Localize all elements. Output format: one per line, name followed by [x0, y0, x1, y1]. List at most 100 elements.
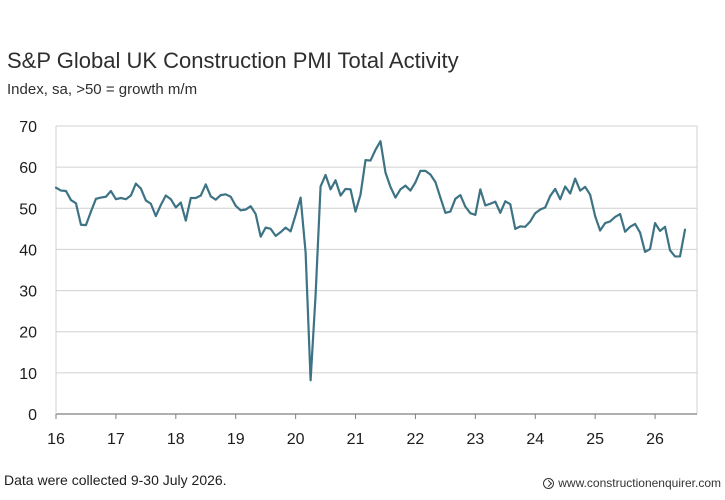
data-point: [639, 231, 641, 234]
data-point: [649, 248, 651, 250]
link-icon: [543, 477, 555, 489]
series-line: [54, 140, 687, 382]
data-point: [115, 198, 117, 201]
data-point: [319, 185, 322, 188]
data-point: [164, 194, 167, 197]
data-point: [264, 226, 267, 229]
data-point: [269, 227, 272, 230]
data-point: [419, 169, 422, 172]
data-point: [679, 255, 681, 258]
data-point: [544, 206, 547, 209]
data-point: [514, 227, 517, 230]
x-tick-label: 19: [227, 431, 245, 448]
x-tick-label: 17: [107, 431, 125, 448]
data-point: [674, 255, 676, 258]
data-point: [234, 204, 237, 207]
data-point: [429, 173, 432, 176]
data-point: [309, 379, 312, 382]
data-point: [274, 234, 277, 237]
data-point: [70, 199, 72, 201]
data-point: [374, 148, 377, 151]
y-tick-label: 10: [19, 366, 37, 383]
data-point: [224, 193, 227, 196]
data-point: [124, 198, 127, 201]
data-point: [684, 228, 686, 231]
data-point: [449, 210, 452, 213]
x-tick-label: 23: [466, 431, 484, 448]
data-point: [379, 140, 382, 143]
data-point: [369, 159, 372, 162]
x-tick-label: 24: [526, 431, 544, 448]
data-point: [479, 188, 482, 191]
data-point: [179, 201, 182, 204]
data-point: [204, 183, 207, 186]
data-point: [509, 203, 512, 206]
data-point: [254, 213, 257, 215]
data-point: [484, 204, 487, 207]
data-point: [524, 225, 527, 228]
data-point: [424, 169, 427, 172]
data-point: [110, 190, 112, 192]
data-point: [494, 200, 497, 203]
y-tick-label: 50: [19, 201, 37, 218]
data-point: [444, 211, 447, 214]
data-point: [574, 177, 577, 180]
data-point: [95, 197, 97, 200]
data-point: [120, 197, 122, 199]
data-point: [554, 188, 557, 190]
data-point: [129, 194, 132, 197]
data-point: [339, 194, 342, 197]
data-point: [249, 205, 252, 208]
data-point: [154, 215, 157, 218]
data-point: [549, 195, 552, 197]
data-point: [214, 198, 217, 201]
data-point: [564, 185, 567, 188]
x-tick-label: 20: [287, 431, 305, 448]
data-point: [499, 211, 502, 214]
data-point: [404, 184, 407, 187]
data-point: [489, 202, 492, 205]
data-point: [184, 219, 187, 222]
data-point: [634, 223, 636, 225]
chart-subtitle: Index, sa, >50 = growth m/m: [7, 81, 198, 98]
data-point: [85, 224, 87, 227]
data-point: [299, 196, 302, 199]
source-watermark[interactable]: www.constructionenquirer.com: [543, 476, 721, 490]
data-point: [594, 215, 597, 218]
data-point: [359, 193, 362, 196]
data-point: [539, 208, 542, 211]
data-point: [259, 235, 262, 238]
data-point: [169, 198, 172, 201]
data-collection-note: Data were collected 9-30 July 2026.: [4, 472, 227, 488]
data-point: [344, 188, 347, 190]
data-point: [519, 225, 522, 228]
data-point: [105, 195, 107, 198]
data-point: [659, 230, 661, 232]
data-point: [90, 210, 92, 213]
data-point: [329, 188, 332, 191]
data-point: [434, 181, 437, 183]
data-point: [189, 197, 192, 199]
data-point: [439, 196, 442, 199]
data-point: [139, 187, 142, 190]
data-point: [75, 202, 77, 205]
data-point: [669, 249, 671, 252]
x-tick-label: 26: [646, 431, 664, 448]
data-point: [529, 220, 532, 223]
data-point: [614, 216, 617, 218]
data-point: [324, 174, 327, 176]
y-tick-label: 40: [19, 242, 37, 259]
data-point: [194, 197, 197, 199]
data-point: [65, 190, 67, 192]
y-tick-label: 60: [19, 160, 37, 177]
data-point: [239, 209, 242, 212]
chart-title: S&P Global UK Construction PMI Total Act…: [7, 48, 459, 73]
data-point: [219, 194, 222, 197]
y-tick-label: 70: [19, 119, 37, 136]
data-point: [394, 196, 397, 199]
data-point: [409, 189, 412, 192]
data-point: [159, 204, 162, 206]
data-point: [534, 212, 537, 215]
data-point: [584, 185, 587, 188]
